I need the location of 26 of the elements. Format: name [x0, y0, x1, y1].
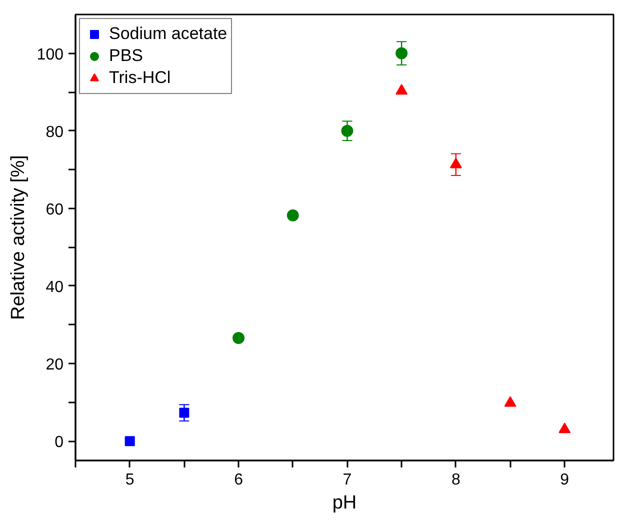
point: [179, 408, 190, 418]
point: [504, 396, 516, 407]
point: [341, 124, 354, 137]
y-tick-label: 100: [36, 46, 64, 64]
point: [450, 158, 462, 168]
point: [396, 47, 408, 60]
point: [286, 209, 299, 222]
legend-label: Tris-HCl: [109, 67, 171, 89]
y-tick-label: 20: [46, 356, 64, 374]
point: [396, 84, 408, 95]
y-axis-title: Relative activity [%]: [8, 155, 29, 320]
legend-label: PBS: [109, 45, 144, 67]
point: [232, 332, 245, 344]
legend-label: Sodium acetate: [109, 23, 228, 45]
y-tick-label: 0: [54, 434, 64, 452]
point: [124, 436, 135, 446]
x-tick-label: 8: [451, 472, 460, 488]
y-tick-label: 40: [46, 278, 64, 296]
x-tick-label: 7: [342, 472, 352, 488]
y-tick-label: 60: [46, 201, 64, 218]
point: [558, 422, 571, 434]
x-tick-label: 5: [125, 472, 134, 488]
x-tick-label: 9: [560, 472, 570, 488]
y-tick-label: 80: [46, 124, 64, 141]
x-tick-label: 6: [234, 472, 244, 488]
x-axis-title: pH: [332, 492, 357, 514]
